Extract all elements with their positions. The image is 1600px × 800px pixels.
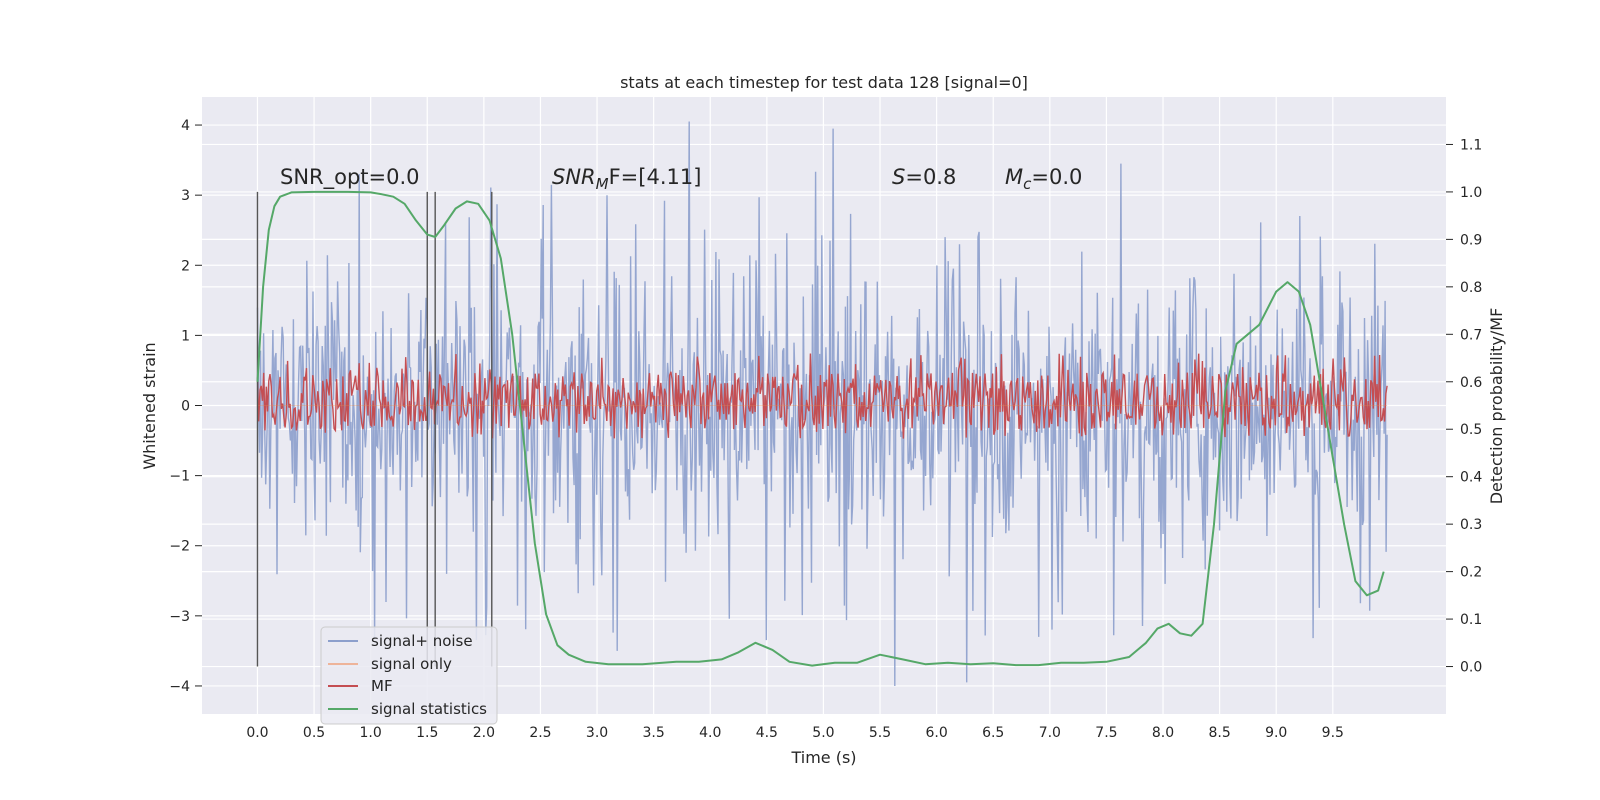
left-y-tick-label: 1 [181,328,190,344]
left-y-tick-label: −3 [169,609,190,625]
x-tick-label: 9.5 [1322,725,1344,741]
right-y-tick-label: 1.1 [1460,137,1482,153]
s-val: =0.8 [905,165,956,189]
right-y-tick-label: 0.6 [1460,375,1482,391]
left-y-tick-label: −1 [169,469,190,485]
snr-mf-sub: M [596,175,609,193]
mc-val: =0.0 [1031,165,1082,189]
right-y-tick-label: 0.1 [1460,612,1482,628]
left-y-tick-label: 0 [181,399,190,415]
x-tick-label: 9.0 [1265,725,1287,741]
left-y-tick-label: 4 [181,118,190,134]
x-tick-label: 1.0 [360,725,382,741]
x-tick-label: 5.0 [812,725,834,741]
signal-noise-series [256,121,1388,687]
left-y-tick-label: 3 [181,188,190,204]
left-y-tick-label: 2 [181,258,190,274]
x-tick-label: 2.0 [473,725,495,741]
mf-line [256,353,1388,439]
right-y-tick-label: 0.7 [1460,327,1482,343]
legend-label-mf: MF [371,677,393,695]
right-y-tick-label: 0.3 [1460,517,1482,533]
x-tick-label: 8.5 [1208,725,1230,741]
left-y-tick-labels: 4 3 2 1 0 −1 −2 −3 −4 [169,118,202,695]
snr-mf-rest: F=[4.11] [609,165,702,189]
x-tick-label: 3.5 [643,725,665,741]
snr-opt-annotation: SNR_opt=0.0 [280,165,420,190]
x-tick-label: 5.5 [869,725,891,741]
x-tick-label: 7.0 [1039,725,1061,741]
x-tick-label: 1.5 [416,725,438,741]
x-tick-label: 2.5 [529,725,551,741]
x-axis-label: Time (s) [790,748,856,767]
left-y-axis-label: Whitened strain [140,342,159,469]
right-y-tick-label: 0.9 [1460,232,1482,248]
right-y-tick-labels: 1.1 1.0 0.9 0.8 0.7 0.6 0.5 0.4 0.3 0.2 0.1 0.0 [1446,137,1482,676]
x-tick-label: 6.0 [925,725,947,741]
x-tick-label: 4.5 [756,725,778,741]
x-tick-labels: 0.0 0.5 1.0 1.5 2.0 2.5 3.0 3.5 4.0 4.5 5.0 5.5 6.0 6… [246,725,1344,741]
x-tick-label: 8.0 [1152,725,1174,741]
legend-box [320,626,498,725]
x-tick-label: 6.5 [982,725,1004,741]
right-y-tick-label: 0.0 [1460,660,1482,676]
mc-annotation: Mc=0.0 [1005,165,1082,193]
chart-title: stats at each timestep for test data 128… [620,73,1028,92]
snr-mf-base: SNR [552,165,596,189]
signal-statistics-line [256,190,1385,667]
right-y-tick-label: 0.4 [1460,470,1482,486]
x-tick-label: 0.5 [303,725,325,741]
legend-label-signal-statistics: signal statistics [371,700,487,718]
right-y-tick-label: 0.5 [1460,422,1482,438]
left-y-tick-label: −2 [169,539,190,555]
vertical-markers [256,191,493,667]
mc-sub: c [1023,175,1032,193]
left-y-tick-label: −4 [169,679,190,695]
legend: signal+ noise signal only MF signal stat… [320,626,498,725]
x-tick-label: 7.5 [1095,725,1117,741]
mc-var: M [1005,165,1023,189]
snr-mf-annotation: SNRMF=[4.11] [552,165,701,193]
x-tick-label: 0.0 [246,725,268,741]
mf-series [256,353,1388,439]
x-tick-label: 4.0 [699,725,721,741]
signal-statistics-series [256,190,1385,667]
x-tick-label: 3.0 [586,725,608,741]
legend-label-signal-only: signal only [371,655,452,673]
signal-noise-line [256,121,1388,687]
right-y-tick-label: 1.0 [1460,185,1482,201]
s-var: S [892,165,905,189]
legend-label-signal-noise: signal+ noise [371,632,473,650]
right-y-tick-label: 0.8 [1460,280,1482,296]
s-annotation: S=0.8 [892,165,956,189]
right-y-tick-label: 0.2 [1460,565,1482,581]
right-y-axis-label: Detection probability/MF [1487,308,1506,505]
